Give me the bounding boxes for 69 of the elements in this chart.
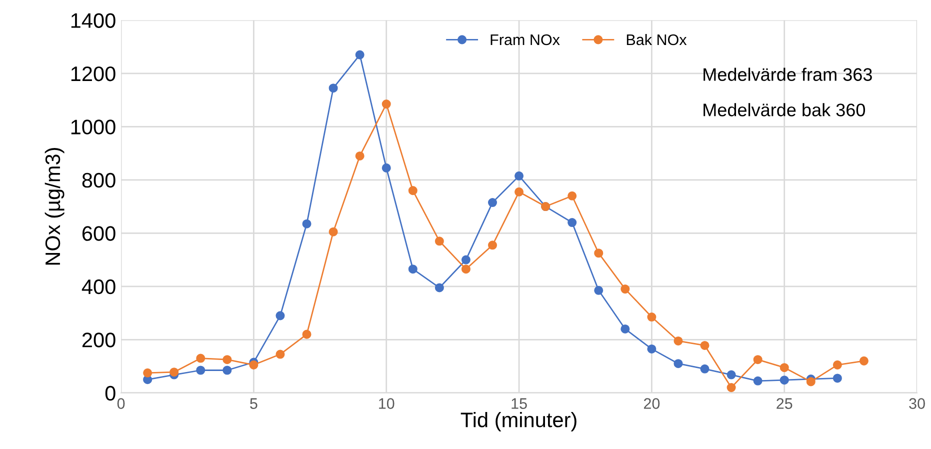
y-tick-label: 1000 bbox=[71, 120, 116, 134]
x-tick-label: 30 bbox=[909, 398, 925, 409]
point bbox=[568, 218, 577, 228]
point bbox=[488, 240, 498, 250]
point bbox=[647, 344, 656, 354]
point bbox=[700, 340, 710, 350]
point bbox=[249, 360, 258, 370]
point bbox=[355, 151, 364, 160]
x-tick-label: 0 bbox=[117, 398, 125, 409]
point bbox=[832, 360, 842, 370]
point bbox=[488, 198, 498, 208]
point bbox=[674, 336, 683, 346]
annotation: Medelvärde bak 360 bbox=[704, 103, 866, 116]
y-tick-label: 1400 bbox=[71, 13, 116, 28]
point bbox=[568, 191, 577, 200]
legend-label: Bak NOx bbox=[626, 34, 687, 46]
point bbox=[434, 283, 444, 292]
point bbox=[780, 363, 789, 372]
point bbox=[674, 359, 683, 368]
point bbox=[408, 186, 418, 196]
point bbox=[753, 355, 762, 364]
point bbox=[170, 368, 179, 377]
x-tick-label: 15 bbox=[512, 398, 527, 409]
point bbox=[514, 187, 524, 196]
point bbox=[461, 264, 470, 274]
point bbox=[382, 163, 391, 172]
point bbox=[780, 376, 789, 385]
point bbox=[196, 354, 206, 363]
y-tick-label: 1200 bbox=[71, 66, 116, 82]
point bbox=[355, 50, 364, 60]
point bbox=[700, 364, 710, 374]
point bbox=[222, 355, 232, 364]
point bbox=[382, 100, 391, 109]
legend-label: Fram NOx bbox=[490, 34, 560, 46]
y-tick-label: 400 bbox=[82, 279, 116, 294]
x-tick-label: 20 bbox=[644, 398, 660, 409]
point bbox=[726, 370, 736, 380]
y-tick-label: 800 bbox=[82, 172, 116, 188]
annotation: Medelvärde fram 363 bbox=[704, 68, 872, 81]
point bbox=[753, 376, 762, 386]
point bbox=[408, 264, 418, 274]
point bbox=[143, 368, 152, 378]
point bbox=[328, 84, 338, 93]
point bbox=[594, 248, 604, 258]
point bbox=[832, 374, 842, 383]
y-axis-title: NOx (µg/m3) bbox=[44, 148, 64, 265]
point bbox=[328, 227, 338, 236]
point bbox=[620, 284, 630, 294]
x-axis-title: Tid (minuter) bbox=[460, 412, 576, 432]
point bbox=[594, 286, 604, 295]
point bbox=[276, 350, 285, 359]
point bbox=[276, 311, 285, 320]
point bbox=[620, 324, 630, 334]
point bbox=[514, 171, 524, 180]
point bbox=[461, 255, 470, 264]
point bbox=[222, 366, 232, 375]
point bbox=[196, 366, 206, 375]
point bbox=[302, 330, 312, 339]
x-tick-label: 25 bbox=[776, 398, 792, 409]
y-tick-label: 200 bbox=[82, 332, 116, 348]
point bbox=[806, 377, 816, 386]
point bbox=[859, 356, 868, 366]
x-tick-label: 5 bbox=[250, 398, 258, 409]
point bbox=[726, 383, 736, 392]
point bbox=[302, 219, 312, 228]
y-tick-label: 600 bbox=[82, 226, 116, 241]
point bbox=[647, 312, 656, 322]
x-tick-label: 10 bbox=[379, 398, 394, 409]
point bbox=[434, 236, 444, 246]
